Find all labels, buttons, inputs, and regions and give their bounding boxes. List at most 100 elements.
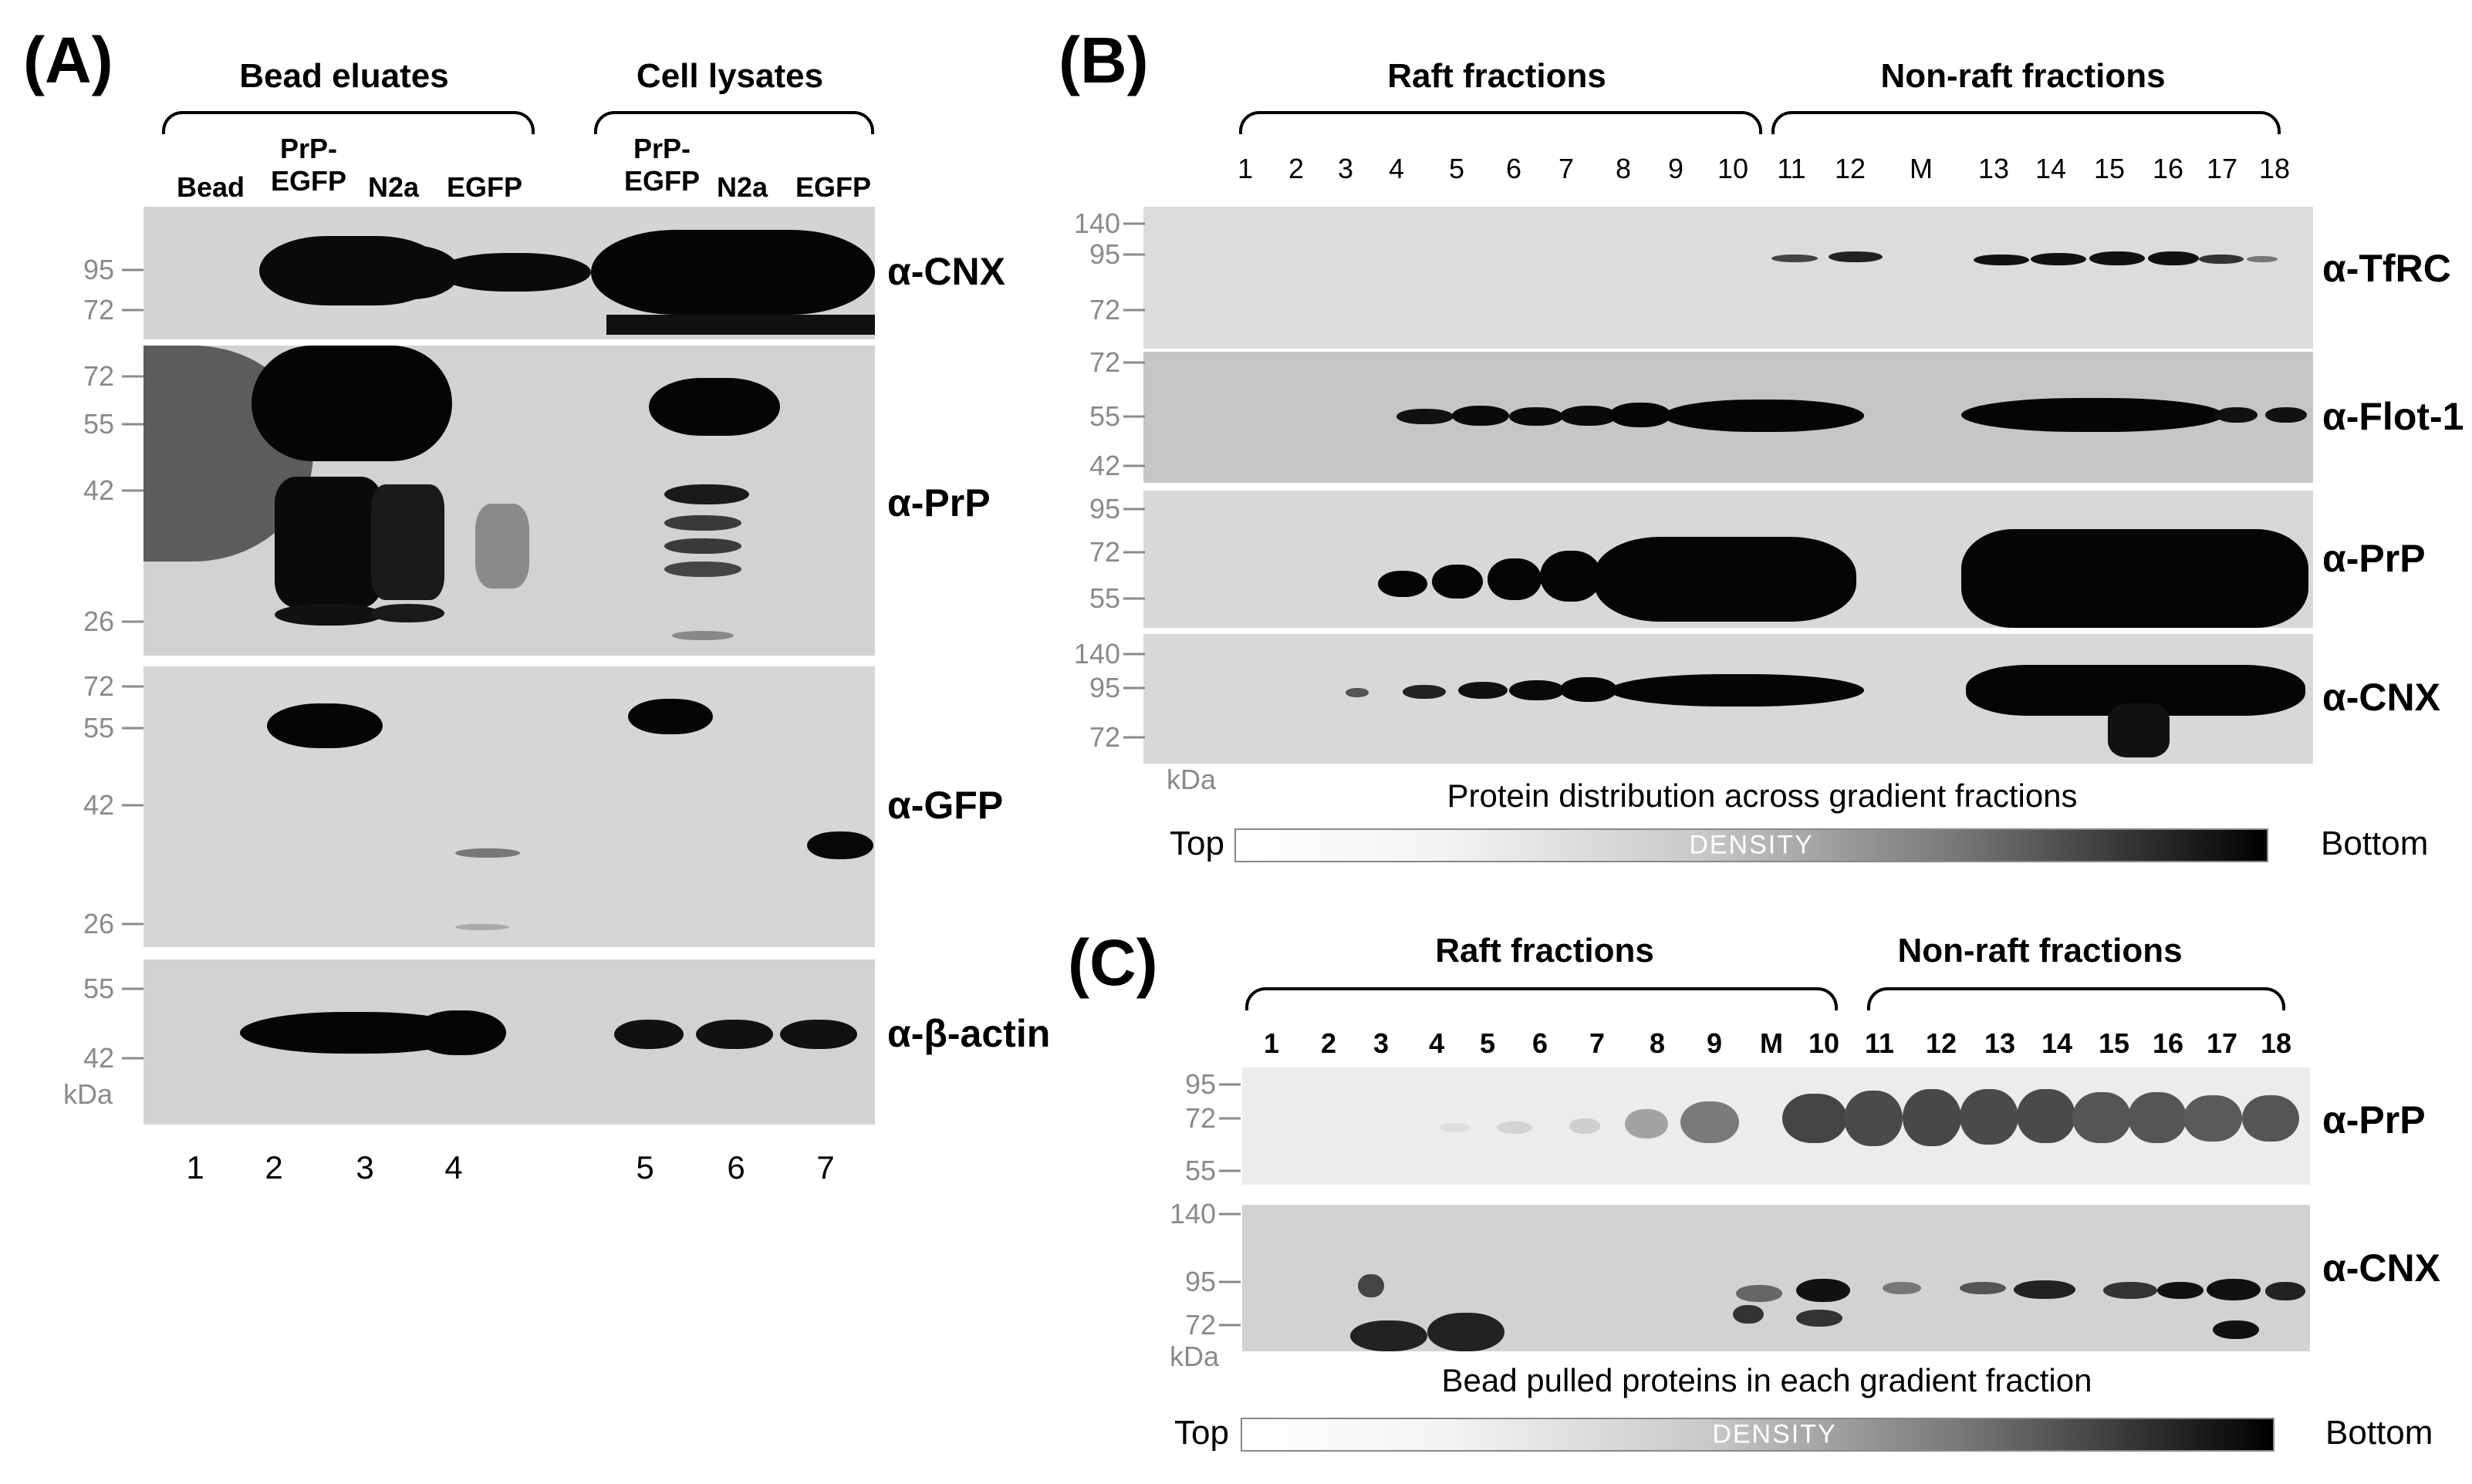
panel-a-lane-label: N2a: [716, 171, 768, 203]
panel-a-bracket-cell: [594, 111, 874, 134]
marker-tick: [1123, 222, 1145, 225]
band: [1350, 1320, 1427, 1351]
panel-b-lane-number: 5: [1448, 153, 1465, 184]
band: [614, 1020, 684, 1049]
band: [606, 315, 875, 335]
panel-c-caption: Bead pulled proteins in each gradient fr…: [1441, 1362, 2092, 1398]
panel-a-antibody-label: α-PrP: [887, 481, 991, 524]
band: [2072, 1092, 2131, 1143]
band: [628, 699, 713, 734]
band: [2183, 1095, 2242, 1142]
band: [2247, 256, 2278, 262]
panel-a-blot-cnx: [144, 207, 875, 339]
marker-label: 72: [83, 294, 114, 325]
panel-a-blot-gfp: [144, 666, 875, 947]
band: [2108, 703, 2170, 757]
marker-label: 55: [1089, 582, 1120, 614]
panel-b-lane-number: 13: [1977, 153, 2010, 184]
panel-c-kda-label: kDa: [1170, 1341, 1220, 1372]
panel-c-lane-number: 3: [1373, 1027, 1390, 1059]
band: [414, 1010, 506, 1055]
marker-tick: [122, 489, 144, 492]
band: [1663, 400, 1864, 432]
panel-a-letter: (A): [23, 24, 113, 96]
panel-b-kda-label: kDa: [1167, 764, 1217, 795]
panel-c-letter: (C): [1068, 926, 1158, 999]
panel-c-density-gradient: [1241, 1418, 2274, 1452]
band: [1736, 1285, 1782, 1302]
band: [1961, 398, 2224, 432]
band: [275, 477, 383, 608]
band: [455, 848, 520, 858]
band: [1358, 1274, 1384, 1297]
panel-b-blot-tfrc: [1143, 207, 2313, 349]
band: [1432, 565, 1483, 599]
band: [1903, 1089, 1961, 1146]
band: [1594, 537, 1856, 622]
panel-c-lane-number: 12: [1925, 1027, 1957, 1059]
band: [2148, 251, 2199, 265]
band: [672, 631, 734, 640]
panel-c-lane-number: 6: [1531, 1027, 1548, 1059]
panel-b-lane-number: 10: [1717, 153, 1749, 184]
band: [2157, 1282, 2204, 1299]
band: [275, 604, 383, 626]
band: [1403, 685, 1446, 699]
band: [1680, 1101, 1739, 1143]
marker-label: 72: [83, 360, 114, 392]
panel-b-gradient-top: Top: [1170, 825, 1224, 862]
marker-tick: [1219, 1083, 1241, 1086]
band: [2014, 1280, 2075, 1299]
band: [1771, 255, 1818, 262]
panel-a-group-cell-lysates: Cell lysates: [636, 57, 824, 95]
marker-label: 55: [83, 408, 114, 440]
panel-c-lane-number: 2: [1320, 1027, 1337, 1059]
panel-c-blot-prp: [1242, 1067, 2310, 1185]
band: [1796, 1310, 1842, 1327]
panel-b-lane-number: 8: [1615, 153, 1632, 184]
panel-b-lane-number: 14: [2035, 153, 2067, 184]
band: [267, 703, 383, 748]
marker-tick: [122, 685, 144, 688]
panel-c-antibody-label: α-PrP: [2322, 1098, 2426, 1142]
band: [1509, 407, 1563, 426]
band: [2089, 251, 2145, 265]
band: [2265, 407, 2307, 423]
panel-b-lane-number: 15: [2093, 153, 2126, 184]
panel-b-antibody-label: α-PrP: [2322, 537, 2426, 580]
marker-label: 72: [83, 670, 114, 702]
panel-a-lane-label: Bead: [176, 171, 245, 203]
panel-c-lane-number: 18: [2260, 1027, 2292, 1059]
marker-label: 95: [83, 254, 114, 285]
panel-a-lane-number: 2: [265, 1149, 283, 1186]
panel-b-lane-number: 7: [1558, 153, 1575, 184]
band: [1960, 1282, 2006, 1294]
panel-b-antibody-label: α-TfRC: [2322, 247, 2451, 290]
band: [1625, 1109, 1668, 1138]
panel-c-lane-number: 9: [1706, 1027, 1723, 1059]
band: [664, 538, 741, 554]
panel-a-lane-label: PrP- EGFP: [270, 133, 347, 197]
panel-b-bracket-nonraft: [1771, 111, 2281, 134]
panel-c-gradient-top: Top: [1174, 1414, 1229, 1452]
band: [2017, 1089, 2075, 1143]
panel-c-lane-number: 10: [1808, 1027, 1840, 1059]
marker-label: 72: [1089, 346, 1120, 378]
panel-b-bracket-raft: [1239, 111, 1762, 134]
band: [1960, 1089, 2018, 1145]
panel-b-lane-number: 6: [1505, 153, 1522, 184]
marker-label: 55: [83, 973, 114, 1004]
band: [1829, 251, 1883, 262]
marker-tick: [1219, 1117, 1241, 1120]
panel-b-lane-number: 1: [1237, 153, 1254, 184]
panel-b-blot-cnx: [1143, 634, 2313, 764]
band: [1458, 682, 1508, 699]
band: [807, 831, 873, 859]
band: [1883, 1282, 1921, 1294]
panel-a-lane-label: PrP- EGFP: [623, 133, 701, 197]
marker-label: 72: [1089, 294, 1120, 325]
panel-c-lane-number: 11: [1864, 1027, 1895, 1059]
marker-label: 55: [83, 712, 114, 744]
marker-label: 95: [1089, 238, 1120, 270]
panel-a-antibody-label: α-GFP: [887, 784, 1004, 827]
